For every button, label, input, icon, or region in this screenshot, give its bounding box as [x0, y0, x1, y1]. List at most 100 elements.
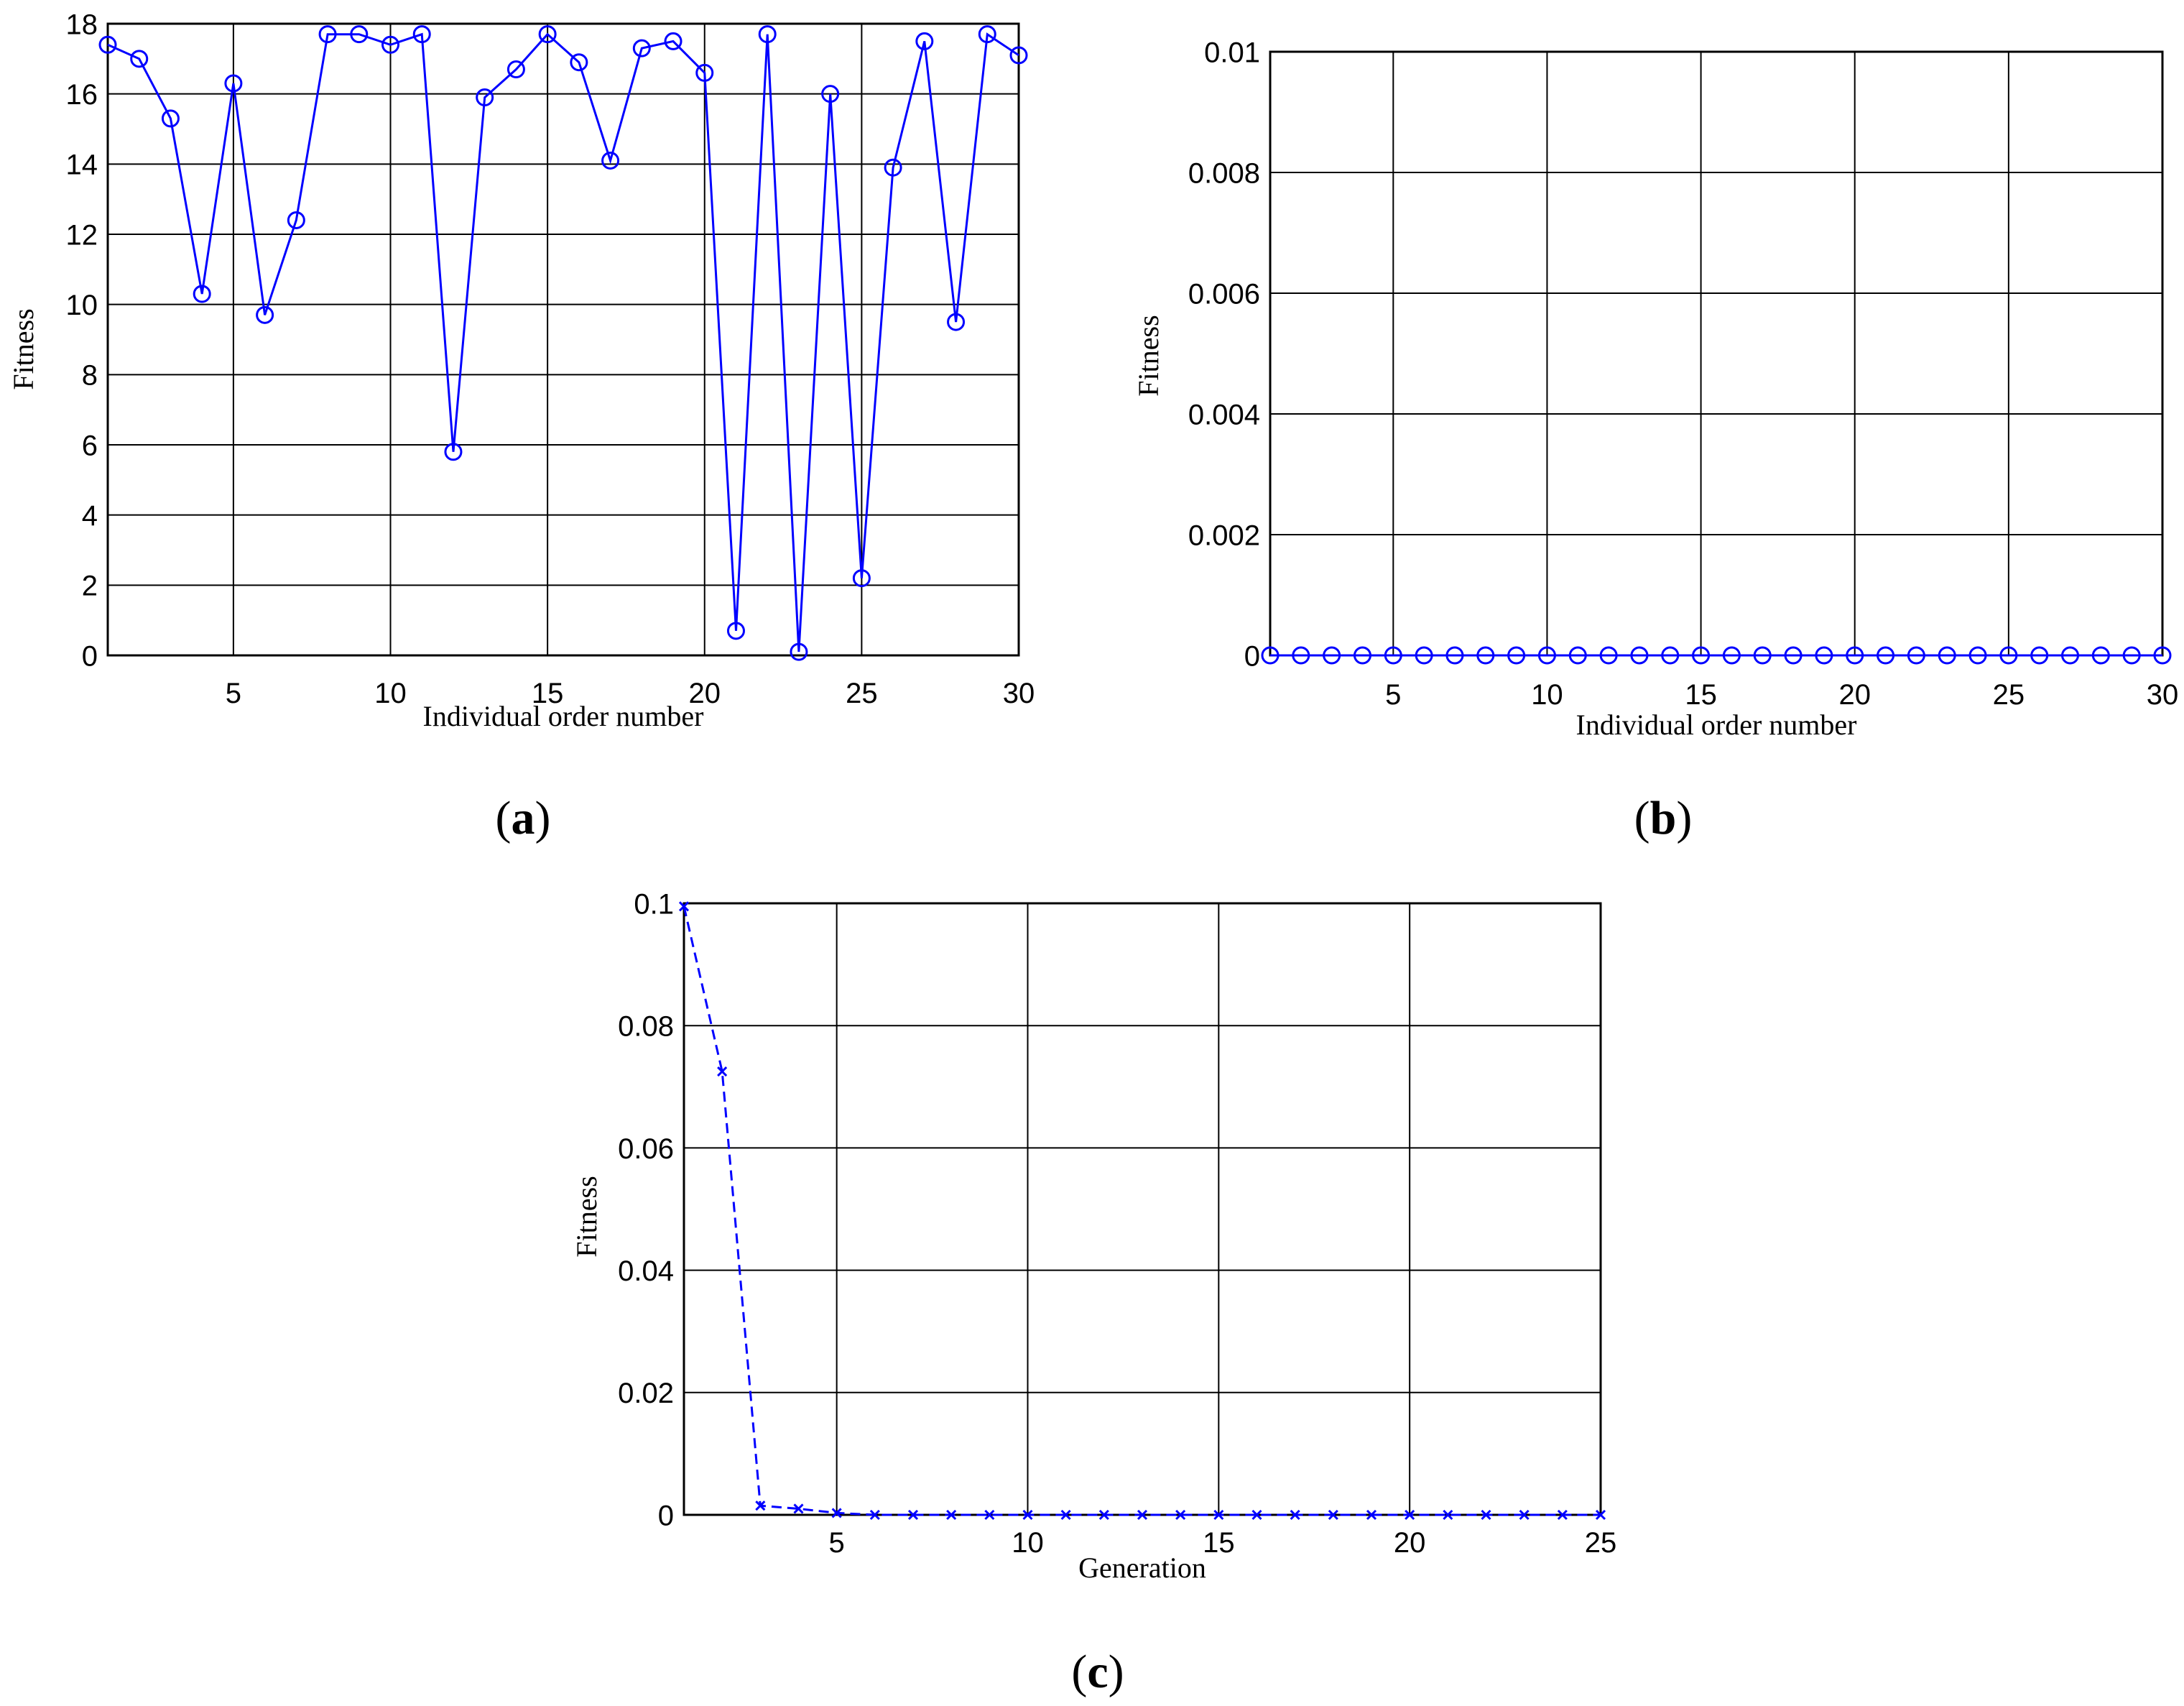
- y-tick-label: 0.04: [618, 1255, 674, 1287]
- data-point-stroke: [1519, 1509, 1530, 1521]
- panel-caption: (c): [1071, 1646, 1124, 1698]
- data-point: [632, 39, 651, 57]
- data-point: [444, 443, 463, 461]
- y-tick-label: 0: [658, 1500, 674, 1531]
- data-point: [821, 85, 840, 103]
- data-point: [1481, 1509, 1491, 1521]
- data-point: [2030, 646, 2049, 665]
- data-point-stroke: [1060, 1509, 1071, 1521]
- data-point-stroke: [1595, 1509, 1606, 1521]
- data-point: [1175, 1509, 1186, 1521]
- data-point: [869, 1509, 880, 1521]
- panel-caption: (a): [496, 792, 551, 844]
- data-point: [506, 60, 525, 78]
- data-point-stroke: [1481, 1509, 1491, 1521]
- y-tick-label: 0.006: [1188, 278, 1260, 310]
- data-point: [1753, 646, 1772, 665]
- caption-letter: c: [1087, 1646, 1108, 1698]
- caption-close-paren: ): [535, 792, 551, 844]
- data-point: [193, 285, 211, 303]
- x-tick-label: 10: [1531, 679, 1563, 711]
- y-tick-label: 0.002: [1188, 520, 1260, 551]
- data-point: [884, 158, 902, 177]
- plot-frame: [682, 902, 1602, 1516]
- caption-open-paren: (: [1071, 1646, 1087, 1698]
- y-tick-label: 0.008: [1188, 157, 1260, 189]
- data-point: [1722, 646, 1741, 665]
- caption-letter: a: [512, 792, 535, 844]
- x-tick-label: 5: [829, 1527, 845, 1559]
- data-point: [978, 25, 996, 44]
- data-point: [1999, 646, 2018, 665]
- y-tick-label: 4: [82, 500, 98, 532]
- data-point: [1507, 646, 1526, 665]
- data-point: [984, 1509, 995, 1521]
- series-line: [107, 32, 1019, 653]
- y-tick-label: 0.02: [618, 1378, 674, 1409]
- caption-letter: b: [1650, 792, 1677, 844]
- data-point: [1415, 646, 1433, 665]
- data-point: [1557, 1509, 1568, 1521]
- x-tick-label: 30: [2147, 679, 2179, 711]
- y-tick-label: 0.01: [1204, 37, 1260, 68]
- data-point-stroke: [1213, 1509, 1224, 1521]
- data-point: [717, 1066, 728, 1077]
- data-point: [1595, 1509, 1606, 1521]
- data-point: [1251, 1509, 1262, 1521]
- data-point: [793, 1503, 804, 1514]
- data-point: [1877, 646, 1895, 665]
- data-point: [915, 32, 934, 50]
- data-point: [1292, 646, 1310, 665]
- data-point: [755, 1500, 766, 1511]
- data-point: [1323, 646, 1341, 665]
- data-point: [1519, 1509, 1530, 1521]
- data-point: [664, 32, 682, 50]
- data-point: [1846, 646, 1864, 665]
- x-tick-label: 15: [532, 678, 564, 709]
- data-point: [381, 35, 400, 54]
- data-point: [601, 151, 620, 170]
- y-tick-label: 16: [66, 79, 98, 111]
- data-point-stroke: [1137, 1509, 1148, 1521]
- data-point: [476, 88, 494, 107]
- data-point-stroke: [717, 1066, 728, 1077]
- data-point: [1815, 646, 1833, 665]
- y-tick-label: 12: [66, 219, 98, 251]
- y-tick-label: 0.08: [618, 1011, 674, 1043]
- data-point-stroke: [1290, 1509, 1300, 1521]
- x-tick-label: 10: [1012, 1527, 1044, 1559]
- data-point: [695, 63, 714, 82]
- data-point: [1599, 646, 1618, 665]
- data-point: [1568, 646, 1587, 665]
- data-point-stroke: [1022, 1509, 1033, 1521]
- data-point: [1261, 646, 1280, 665]
- data-point: [790, 642, 808, 661]
- data-point: [2122, 646, 2141, 665]
- x-axis-label: Individual order number: [423, 700, 704, 732]
- data-point: [1476, 646, 1495, 665]
- data-point: [1661, 646, 1680, 665]
- data-point: [758, 25, 777, 44]
- data-point: [1445, 646, 1464, 665]
- data-point: [1009, 46, 1028, 65]
- data-point-stroke: [1175, 1509, 1186, 1521]
- data-point: [946, 1509, 957, 1521]
- data-point: [1784, 646, 1803, 665]
- data-point: [1384, 646, 1402, 665]
- caption-open-paren: (: [1634, 792, 1650, 844]
- data-point-stroke: [755, 1500, 766, 1511]
- data-point-stroke: [1443, 1509, 1453, 1521]
- data-point: [2061, 646, 2080, 665]
- data-point-stroke: [831, 1508, 842, 1518]
- x-tick-label: 20: [1838, 679, 1871, 711]
- y-axis-label: Fitness: [570, 1176, 603, 1257]
- plot-frame: [106, 22, 1020, 657]
- data-point: [1692, 646, 1711, 665]
- chart-b: 5 10 15 20 25 30 0 0.002 0.004 0.006 0.008 0.01 Indi…: [1132, 37, 2178, 844]
- data-point-stroke: [793, 1503, 804, 1514]
- plot-frame: [1269, 50, 2164, 657]
- data-point-stroke: [1366, 1509, 1377, 1521]
- x-tick-label: 20: [689, 678, 721, 709]
- data-point: [2153, 646, 2172, 665]
- caption-close-paren: ): [1109, 1646, 1124, 1698]
